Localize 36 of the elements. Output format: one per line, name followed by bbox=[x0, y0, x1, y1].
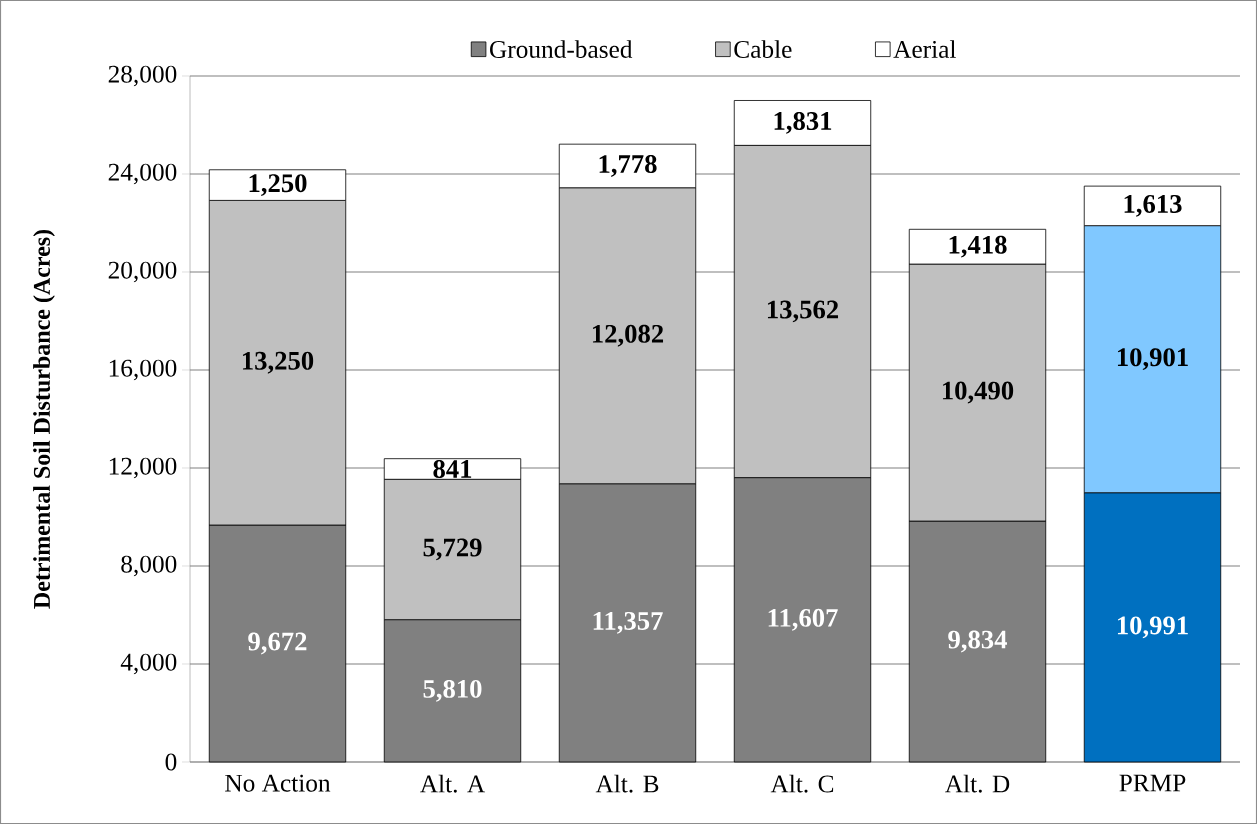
data-label: 11,607 bbox=[768, 608, 838, 631]
data-label: 11,357 bbox=[593, 611, 663, 634]
y-tick-label: 12,000 bbox=[109, 457, 177, 479]
y-tick-label: 20,000 bbox=[108, 261, 177, 283]
data-label: 5,810 bbox=[423, 679, 482, 702]
data-label: 9,672 bbox=[248, 632, 307, 655]
x-tick-label: PRMP bbox=[1119, 774, 1186, 792]
x-tick-label: Alt. A bbox=[420, 774, 486, 793]
y-axis-title: Detrimental Soil Disturbance (Acres) bbox=[33, 229, 55, 609]
x-tick-label: No Action bbox=[225, 774, 331, 792]
data-label: 10,901 bbox=[1117, 348, 1188, 371]
y-tick-label: 8,000 bbox=[121, 555, 177, 577]
data-label: 1,613 bbox=[1124, 194, 1182, 217]
y-tick-label: 4,000 bbox=[120, 653, 177, 675]
data-label: 13,562 bbox=[767, 300, 839, 323]
data-label: 5,729 bbox=[423, 538, 482, 561]
data-label: 13,250 bbox=[242, 351, 314, 374]
y-tick-label: 24,000 bbox=[108, 163, 177, 185]
x-tick-label: Alt. D bbox=[945, 774, 1010, 793]
y-tick-label: 0 bbox=[165, 753, 177, 771]
data-label: 10,991 bbox=[1117, 616, 1188, 639]
x-tick-label: Alt. C bbox=[770, 774, 834, 793]
legend-label: Aerial bbox=[893, 40, 956, 58]
data-label: 9,834 bbox=[948, 630, 1007, 653]
legend-label: Ground-based bbox=[490, 40, 633, 58]
data-label: 12,082 bbox=[592, 324, 664, 347]
data-label: 10,490 bbox=[942, 381, 1014, 404]
data-label: 1,831 bbox=[774, 111, 832, 134]
data-label: 1,418 bbox=[949, 235, 1007, 258]
data-label: 1,250 bbox=[249, 174, 307, 197]
x-tick-label: Alt. B bbox=[595, 774, 659, 793]
legend-label: Cable bbox=[734, 40, 792, 58]
data-label: 841 bbox=[433, 459, 472, 478]
data-label: 1,778 bbox=[599, 155, 657, 177]
y-tick-label: 28,000 bbox=[108, 65, 177, 87]
y-tick-label: 16,000 bbox=[109, 359, 177, 381]
